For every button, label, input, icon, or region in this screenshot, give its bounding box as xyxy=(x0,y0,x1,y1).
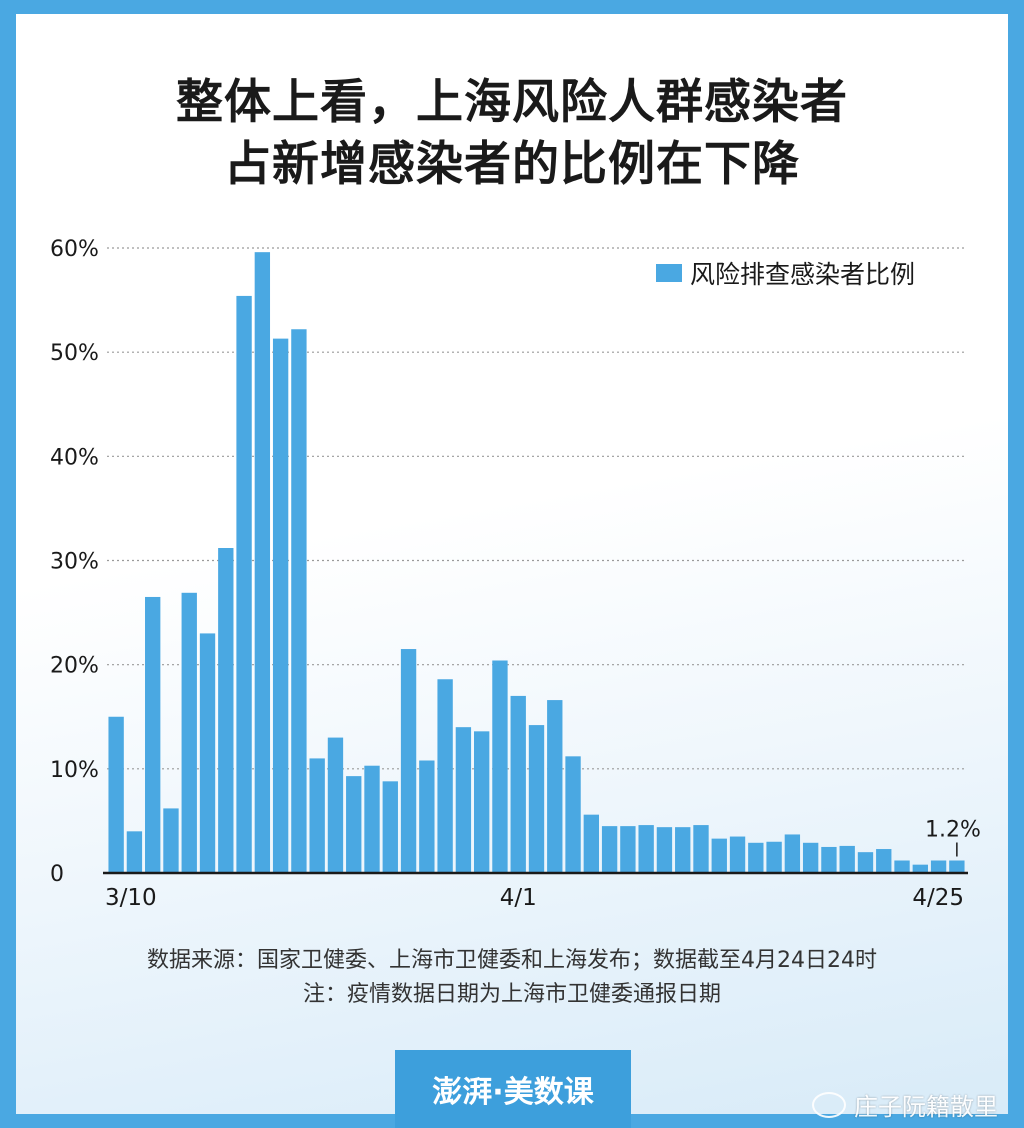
bar xyxy=(455,727,472,873)
bar xyxy=(601,826,618,873)
bar xyxy=(400,649,417,873)
bar xyxy=(309,758,325,873)
bar xyxy=(693,825,709,873)
bar xyxy=(181,592,197,873)
bar xyxy=(473,731,490,873)
x-tick-label: 4/1 xyxy=(500,885,537,911)
chart-card xyxy=(16,14,1008,1114)
bar xyxy=(108,716,124,873)
bar xyxy=(327,737,344,873)
bar xyxy=(802,842,819,873)
source-note: 数据来源：国家卫健委、上海市卫健委和上海发布；数据截至4月24日24时 注：疫情… xyxy=(0,944,1024,1012)
bar xyxy=(656,827,673,873)
bar xyxy=(675,827,691,873)
bar xyxy=(766,841,782,873)
y-tick-label: 50% xyxy=(50,341,99,366)
bar xyxy=(547,700,563,873)
weibo-icon xyxy=(812,1091,846,1118)
bar xyxy=(638,825,654,873)
chart-title: 整体上看，上海风险人群感染者 占新增感染者的比例在下降 xyxy=(0,72,1024,196)
bar xyxy=(126,831,143,873)
bar xyxy=(346,776,362,873)
bar xyxy=(711,838,727,873)
bar xyxy=(784,834,801,873)
bar xyxy=(528,725,545,873)
legend-label: 风险排查感染者比例 xyxy=(690,260,915,289)
bar xyxy=(218,548,234,873)
bar xyxy=(236,295,252,874)
weibo-watermark: 庄子阮籍散里 xyxy=(812,1087,998,1122)
bar xyxy=(565,756,581,873)
bar xyxy=(492,660,508,873)
bar xyxy=(364,765,380,873)
bar xyxy=(199,633,216,873)
note-line: 注：疫情数据日期为上海市卫健委通报日期 xyxy=(302,982,721,1007)
bar xyxy=(821,846,837,873)
publisher-logo: 澎湃·美数课 xyxy=(395,1050,631,1128)
bar xyxy=(382,781,398,873)
bar xyxy=(876,849,892,873)
bar xyxy=(748,842,764,873)
bar xyxy=(510,695,526,873)
chart-title-line1: 整体上看，上海风险人群感染者 xyxy=(176,75,848,130)
y-tick-label: 40% xyxy=(50,445,99,470)
legend-swatch xyxy=(656,264,682,282)
bar xyxy=(291,329,307,873)
bar xyxy=(145,596,161,873)
bar xyxy=(437,679,453,873)
bar xyxy=(163,808,179,873)
source-line: 数据来源：国家卫健委、上海市卫健委和上海发布；数据截至4月24日24时 xyxy=(147,948,877,973)
bar xyxy=(254,252,271,873)
bar xyxy=(894,860,910,873)
y-tick-label: 0 xyxy=(50,862,64,887)
bar xyxy=(912,864,928,873)
bar xyxy=(949,860,965,873)
x-tick-label: 4/25 xyxy=(912,885,964,911)
bar xyxy=(419,760,435,873)
bar xyxy=(583,814,600,873)
bar xyxy=(729,836,746,873)
bar xyxy=(839,845,855,873)
x-tick-label: 3/10 xyxy=(105,885,157,911)
publisher-logo-text: 澎湃·美数课 xyxy=(432,1075,594,1110)
data-label: 1.2% xyxy=(925,818,981,843)
bar xyxy=(620,826,636,873)
bar xyxy=(857,852,874,873)
watermark-text: 庄子阮籍散里 xyxy=(854,1093,998,1121)
y-tick-label: 10% xyxy=(50,758,99,783)
bar xyxy=(272,338,289,873)
y-tick-label: 60% xyxy=(50,237,99,262)
y-tick-label: 30% xyxy=(50,550,99,575)
chart-title-line2: 占新增感染者的比例在下降 xyxy=(224,137,800,192)
y-tick-label: 20% xyxy=(50,654,99,679)
bar xyxy=(930,860,947,873)
